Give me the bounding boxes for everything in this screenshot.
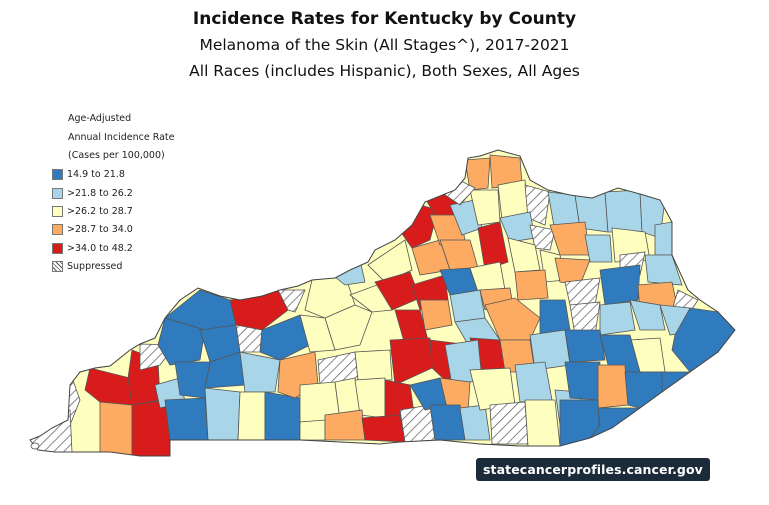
legend-swatch-4 [52,224,63,236]
legend-swatch-2 [52,187,63,199]
legend-item-3: >26.2 to 28.7 [52,202,175,220]
region-west [157,289,319,441]
legend-label-5: >34.0 to 48.2 [67,242,133,254]
legend-label-4: >28.7 to 34.0 [67,224,133,236]
legend-item-6: Suppressed [52,257,175,275]
title-block: Incidence Rates for Kentucky by County M… [0,6,769,84]
legend-title-line-2: Annual Incidence Rate [68,131,175,143]
map-subtitle-cancer: Melanoma of the Skin (All Stages^), 2017… [199,36,570,54]
legend-title: Age-Adjusted Annual Incidence Rate (Case… [52,110,175,166]
legend-label-6: Suppressed [67,261,123,273]
source-badge[interactable]: statecancerprofiles.cancer.gov [476,458,710,481]
region-bluegrass [394,237,571,386]
legend-item-2: >21.8 to 26.2 [52,184,175,202]
legend-label-1: 14.9 to 21.8 [67,169,125,181]
legend-item-5: >34.0 to 48.2 [52,239,175,257]
legend-swatch-suppressed [52,261,63,273]
map-title: Incidence Rates for Kentucky by County [192,9,577,29]
region-south-central [299,337,586,447]
legend-item-4: >28.7 to 34.0 [52,221,175,239]
legend-title-line-1: Age-Adjusted [68,113,132,124]
legend-swatch-3 [52,205,63,217]
legend-swatch-1 [52,169,63,181]
region-north-central [299,154,556,353]
map-subtitle-population: All Races (includes Hispanic), Both Sexe… [189,62,580,80]
legend-swatch-5 [52,242,63,254]
region-purchase [30,343,186,456]
county-map-geometry [30,150,735,456]
legend-item-1: 14.9 to 21.8 [52,166,175,184]
region-east [547,189,735,447]
island-county-fragment [30,442,40,450]
map-legend: Age-Adjusted Annual Incidence Rate (Case… [52,110,175,276]
legend-title-line-3: (Cases per 100,000) [68,150,165,161]
legend-label-2: >21.8 to 26.2 [67,187,133,199]
state-outline [29,149,736,457]
legend-label-3: >26.2 to 28.7 [67,205,133,217]
